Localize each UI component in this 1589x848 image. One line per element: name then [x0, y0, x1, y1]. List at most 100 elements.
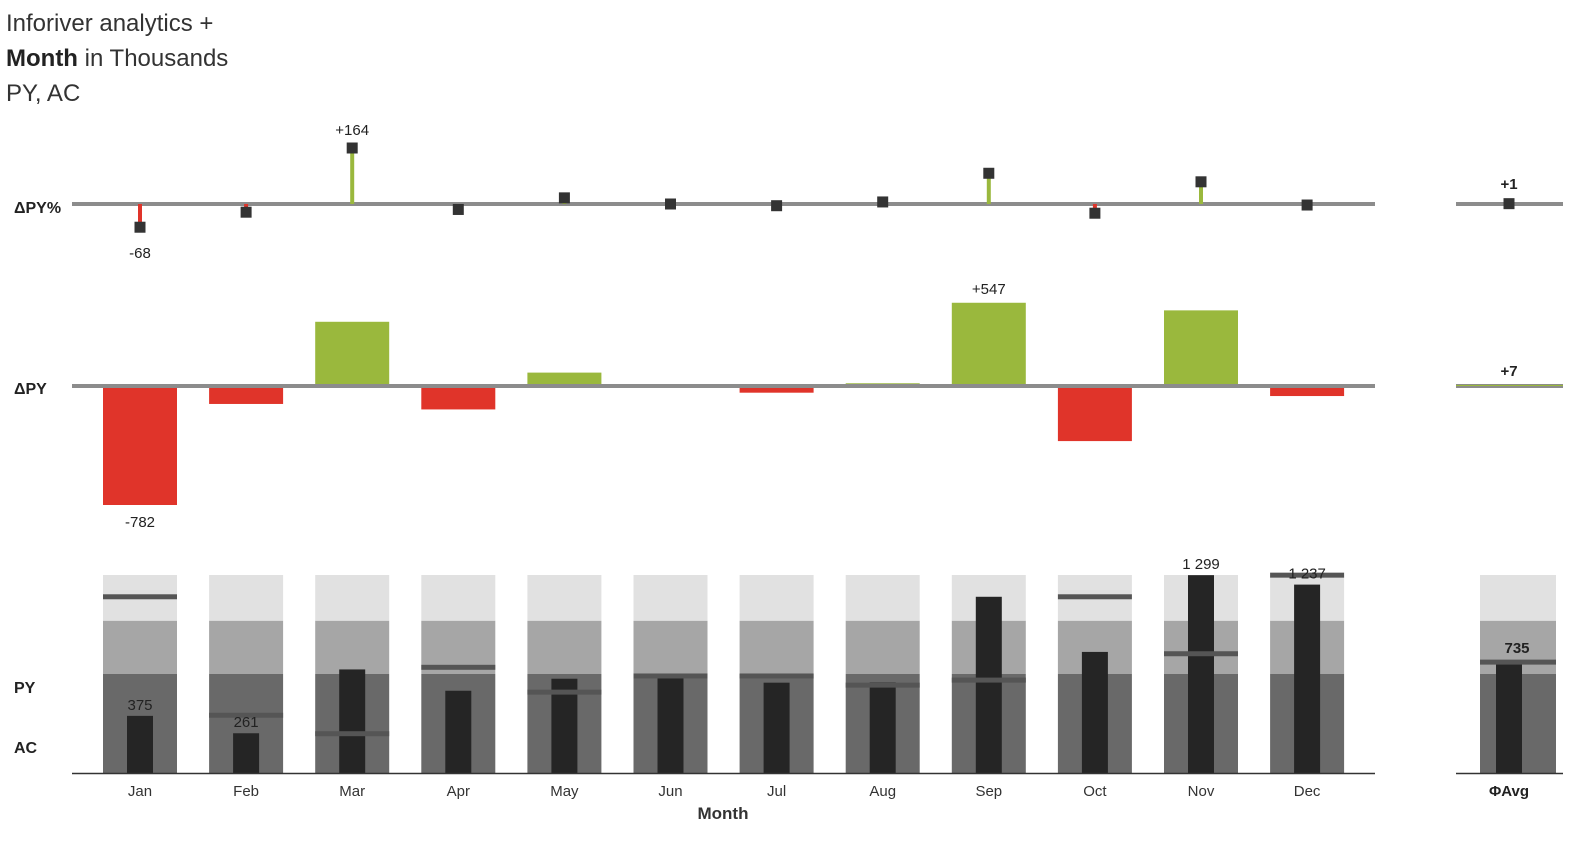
avg-x-tick: ΦAvg — [1489, 783, 1529, 800]
bullet-jul-band-2 — [739, 620, 814, 674]
py-marker-dec — [1270, 572, 1345, 578]
row-label-py: PY — [14, 680, 36, 697]
bullet-aug-band-2 — [845, 620, 920, 674]
ac-label-nov: 1 299 — [1182, 556, 1220, 573]
avg-dpy-pct-marker — [1503, 198, 1515, 210]
ac-bar-oct — [1081, 651, 1108, 773]
ac-bar-nov — [1188, 575, 1214, 773]
dpy-pct-marker-aug — [877, 196, 889, 208]
title-line-3: PY, AC — [6, 80, 81, 107]
bullet-may-band-3 — [527, 575, 602, 621]
dpy-pct-marker-feb — [240, 206, 252, 218]
row-label-ac: AC — [14, 740, 38, 757]
title-line-2: Month in Thousands — [6, 41, 228, 76]
x-tick-may: May — [550, 783, 579, 800]
dpy-pct-marker-mar — [346, 142, 358, 154]
title-line-1: Inforiver analytics + — [6, 10, 214, 37]
dpy-pct-marker-jan — [134, 221, 146, 233]
x-tick-jan: Jan — [128, 783, 152, 800]
bullet-mar-band-2 — [315, 620, 390, 674]
dpy-pct-label-jan: -68 — [129, 245, 151, 262]
row-label-dpy-pct: ΔPY% — [14, 200, 61, 217]
dpy-bar-oct — [1057, 386, 1132, 442]
dpy-pct-marker-nov — [1195, 176, 1207, 188]
x-tick-sep: Sep — [975, 783, 1002, 800]
bullet-aug-band-3 — [845, 575, 920, 621]
py-marker-oct — [1057, 594, 1132, 600]
dpy-bar-sep — [951, 302, 1026, 386]
bullet-mar-band-3 — [315, 575, 390, 621]
py-marker-jun — [633, 673, 708, 679]
dpy-pct-marker-jul — [771, 200, 783, 212]
ac-bar-jun — [657, 676, 684, 773]
bullet-feb-band-2 — [209, 620, 284, 674]
py-marker-nov — [1164, 651, 1238, 657]
x-tick-oct: Oct — [1083, 783, 1107, 800]
x-tick-jun: Jun — [658, 783, 682, 800]
dpy-pct-label-mar: +164 — [335, 122, 369, 139]
dpy-bar-nov — [1164, 310, 1238, 386]
ac-bar-jul — [763, 682, 790, 773]
ac-label-jan: 375 — [127, 697, 152, 714]
avg-ac-label: 735 — [1504, 640, 1529, 657]
title-month: Month — [6, 45, 78, 72]
ac-bar-sep — [975, 596, 1002, 773]
avg-bullet-band-3 — [1480, 575, 1556, 621]
dpy-label-jan: -782 — [125, 514, 155, 531]
dpy-bar-mar — [315, 321, 390, 386]
x-tick-mar: Mar — [339, 783, 365, 800]
py-marker-feb — [209, 712, 284, 718]
ac-bar-aug — [869, 682, 896, 773]
row-label-dpy: ΔPY — [14, 381, 47, 398]
py-marker-sep — [951, 677, 1026, 683]
x-tick-apr: Apr — [447, 783, 470, 800]
bullet-jul-band-3 — [739, 575, 814, 621]
ac-bar-jan — [127, 715, 153, 773]
py-marker-may — [527, 689, 602, 695]
avg-dpy-bar — [1456, 384, 1563, 386]
x-tick-aug: Aug — [869, 783, 896, 800]
ac-bar-feb — [233, 733, 260, 773]
title-unit: in Thousands — [77, 45, 229, 72]
dpy-pct-marker-oct — [1089, 207, 1101, 219]
dpy-pct-marker-may — [558, 192, 570, 204]
dpy-bar-may — [527, 372, 602, 386]
dpy-label-sep: +547 — [972, 281, 1006, 298]
dpy-bar-apr — [421, 386, 496, 410]
bullet-jun-band-3 — [633, 575, 708, 621]
x-tick-nov: Nov — [1188, 783, 1215, 800]
ac-label-dec: 1 237 — [1288, 566, 1326, 583]
bullet-jan-band-2 — [103, 620, 177, 674]
bullet-feb-band-3 — [209, 575, 284, 621]
dpy-bar-jan — [103, 386, 177, 505]
ac-bar-apr — [445, 690, 472, 773]
dpy-pct-marker-dec — [1301, 199, 1313, 211]
avg-py-marker — [1480, 659, 1556, 665]
chart-title: Inforiver analytics + Month in Thousands… — [6, 6, 228, 111]
avg-dpy-pct-label: +1 — [1500, 176, 1517, 193]
dpy-pct-marker-apr — [452, 203, 464, 215]
py-marker-jul — [739, 673, 814, 679]
dpy-bar-feb — [209, 386, 284, 404]
ac-bar-mar — [339, 669, 366, 773]
avg-dpy-label: +7 — [1500, 363, 1517, 380]
py-marker-aug — [845, 682, 920, 688]
py-marker-mar — [315, 731, 390, 737]
bullet-apr-band-3 — [421, 575, 496, 621]
x-tick-jul: Jul — [767, 783, 786, 800]
dpy-bar-jul — [739, 386, 814, 393]
ac-label-feb: 261 — [234, 714, 259, 731]
dpy-bar-dec — [1270, 386, 1345, 397]
py-marker-jan — [103, 594, 177, 600]
x-axis-title: Month — [698, 804, 749, 823]
avg-ac-bar — [1496, 661, 1522, 773]
py-marker-apr — [421, 664, 496, 670]
dpy-pct-marker-sep — [983, 167, 995, 179]
ac-bar-dec — [1294, 584, 1321, 773]
bullet-jun-band-2 — [633, 620, 708, 674]
x-tick-dec: Dec — [1294, 783, 1321, 800]
bullet-may-band-2 — [527, 620, 602, 674]
x-tick-feb: Feb — [233, 783, 259, 800]
dpy-pct-marker-jun — [665, 198, 676, 210]
